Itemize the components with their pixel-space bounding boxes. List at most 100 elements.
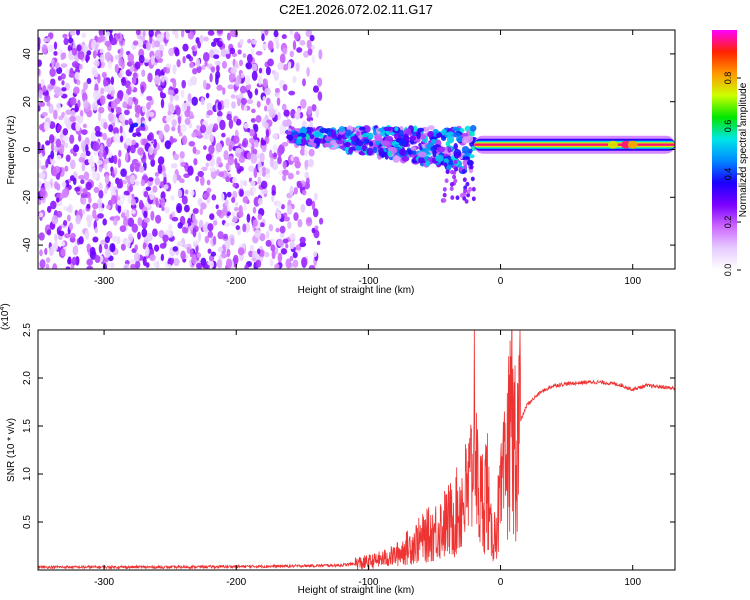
spectrogram-cell xyxy=(72,245,79,256)
spectrogram-cell xyxy=(227,155,235,166)
spectrogram-cell xyxy=(313,192,318,201)
spectrogram-cell xyxy=(81,32,87,38)
spectrogram-cell xyxy=(81,129,88,135)
spectrogram-cell xyxy=(159,90,164,97)
spectrogram-cell xyxy=(461,146,470,153)
spectrogram-cell xyxy=(96,198,103,209)
spectrogram-cell xyxy=(114,97,121,105)
spectrogram-cell xyxy=(118,149,122,158)
spectrogram-cell xyxy=(82,187,88,195)
spectrogram-cell xyxy=(166,264,172,269)
spectrogram-cell xyxy=(252,186,257,194)
spectrogram-cell xyxy=(105,31,111,37)
snr-frame xyxy=(37,329,676,571)
snr-x-axis-label: Height of straight line (km) xyxy=(298,585,415,596)
spectrogram-cell xyxy=(269,157,274,168)
spectrogram-cell xyxy=(204,235,210,244)
spectrogram-cell xyxy=(41,44,48,55)
spectrogram-cell xyxy=(109,262,115,268)
spectrogram-cell xyxy=(100,239,107,245)
spectrogram-cell xyxy=(222,206,228,216)
spectrogram-cell xyxy=(104,186,108,195)
spectrogram-cell xyxy=(264,87,271,96)
spectrogram-cell xyxy=(60,63,68,68)
spectrogram-cell xyxy=(208,144,215,155)
spectrogram-cell xyxy=(78,157,85,163)
spectrogram-cell xyxy=(345,129,352,137)
spectrogram-cell xyxy=(190,189,195,197)
spectrogram-cell xyxy=(311,142,317,148)
spectrogram-cell xyxy=(193,240,200,245)
spectrogram-cell xyxy=(312,251,318,258)
spectrogram-cell xyxy=(253,196,260,207)
spectrogram-cell xyxy=(41,111,48,117)
spectrogram-cell xyxy=(167,89,174,96)
spectrogram-cell xyxy=(463,188,468,194)
spectrogram-cell xyxy=(120,243,126,251)
spectrogram-cell xyxy=(168,223,173,231)
spectrogram-cell xyxy=(282,84,288,92)
spectrogram-cell xyxy=(462,156,471,161)
spectrogram-cell xyxy=(182,55,186,64)
spectrogram-cell xyxy=(138,165,145,173)
spectrogram-cell xyxy=(247,89,251,97)
spectrogram-cell xyxy=(261,43,268,50)
spectrogram-cell xyxy=(143,217,151,223)
spectrogram-cell xyxy=(63,219,68,227)
spectrogram-cell xyxy=(113,218,118,226)
spectrogram-cell xyxy=(119,225,127,233)
spectrogram-cell xyxy=(50,159,56,165)
spectrogram-cell xyxy=(292,77,297,84)
spectrogram-cell xyxy=(216,84,223,91)
spectrogram-cell xyxy=(172,246,179,252)
spectrogram-cell xyxy=(322,142,332,148)
spectrogram-cell xyxy=(124,260,130,265)
spectrogram-cell xyxy=(119,135,124,143)
spectrogram-cell xyxy=(131,139,136,146)
spectrogram-cell xyxy=(292,259,299,268)
spectrogram-cell xyxy=(45,263,50,269)
spectrogram-cell xyxy=(102,262,107,269)
spectrogram-cell xyxy=(272,144,278,153)
spectrogram-cell xyxy=(113,133,120,144)
spectrogram-cell xyxy=(148,111,155,117)
spectrogram-cell xyxy=(55,102,61,112)
spectrogram-cell xyxy=(46,205,52,213)
spectrogram-cell xyxy=(306,177,310,185)
spectrogram-cell xyxy=(153,75,161,85)
spectrogram-cell xyxy=(171,119,177,127)
spectrogram-cell xyxy=(398,129,405,137)
spectrogram-cell xyxy=(68,37,74,44)
spectrogram-cell xyxy=(311,200,316,211)
spectrogram-cell xyxy=(417,156,425,164)
spectrogram-cell xyxy=(207,30,215,36)
spectrogram-cell xyxy=(123,190,130,196)
spectrogram-cell xyxy=(258,166,263,177)
spectrogram-cell xyxy=(176,241,184,247)
spectrogram-cell xyxy=(240,97,248,105)
spectrogram-cell xyxy=(265,173,271,179)
spectrogram-cell xyxy=(459,166,463,172)
spectrogram-cell xyxy=(100,143,104,154)
spectrogram-cell xyxy=(94,255,101,263)
spectrogram-cell xyxy=(155,260,160,269)
spectrogram-cell xyxy=(447,131,454,136)
spectrogram-cell xyxy=(103,150,107,160)
spectrogram-cell xyxy=(252,250,258,259)
spectrogram-cell xyxy=(207,223,214,232)
spectrogram-cell xyxy=(442,187,447,192)
spectrogram-cell xyxy=(61,87,67,92)
spectrogram-cell xyxy=(232,182,237,188)
spectrogram-cell xyxy=(192,227,197,238)
spectrogram-cell xyxy=(69,97,77,106)
spectrogram-cell xyxy=(343,142,352,147)
spectrogram-cell xyxy=(306,105,313,115)
spectrogram-cell xyxy=(109,242,116,253)
spectrogram-cell xyxy=(453,178,458,184)
spectrogram-cell xyxy=(104,51,112,62)
spectrogram-cell xyxy=(259,233,266,242)
spectrogram-cell xyxy=(69,134,75,144)
spectrogram-cell xyxy=(465,181,470,187)
spectrogram-cell xyxy=(88,196,92,204)
spectrogram-cell xyxy=(243,105,248,112)
